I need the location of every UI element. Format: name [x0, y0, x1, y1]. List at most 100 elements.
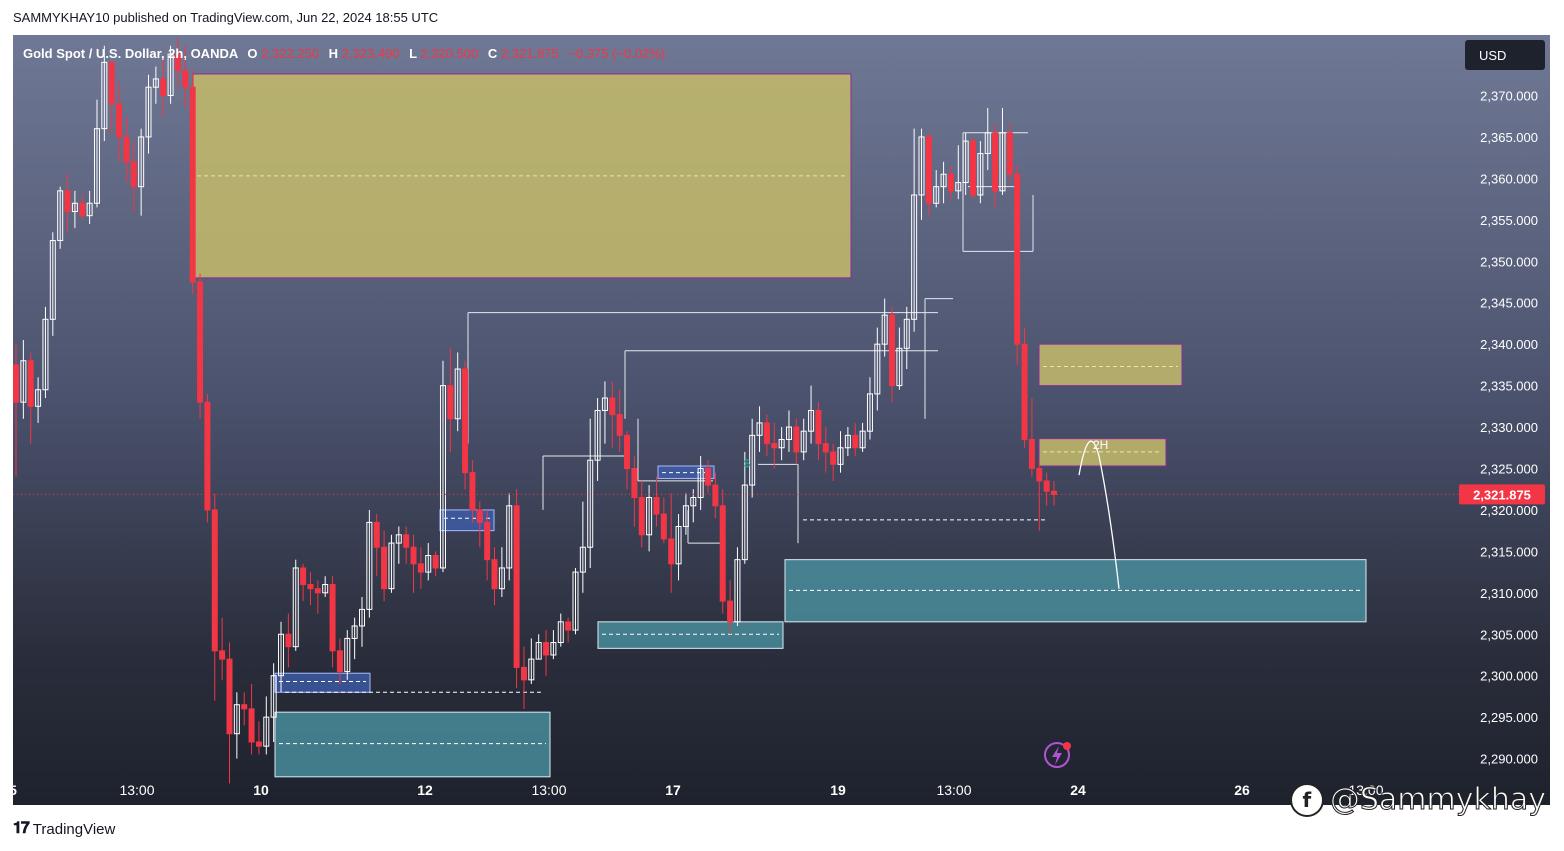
candle-body-5: [49, 240, 56, 320]
last-price-label: 2,321.875: [1473, 487, 1531, 502]
candle-body-7: [64, 190, 71, 213]
chart-panel[interactable]: $ 2,370.000 2,365.000 2,360.000 2,355.000 2,…: [13, 35, 1550, 805]
y-tick-label-10: 2,320.000: [1480, 503, 1538, 518]
y-tick-label-1: 2,365.000: [1480, 130, 1538, 145]
candle-body-8: [71, 202, 78, 213]
candle-body-97: [727, 600, 734, 623]
x-tick-label-4: 13:00: [531, 782, 566, 798]
candle-body-54: [410, 546, 417, 565]
candle-body-95: [712, 484, 719, 507]
candle-body-13: [108, 61, 115, 105]
candle-body-107: [800, 430, 807, 453]
candle-body-98: [734, 559, 741, 623]
publish-header: SAMMYKHAY10 published on TradingView.com…: [13, 10, 439, 25]
legend-close-value: 2,321.875: [501, 46, 559, 61]
candle-body-50: [381, 546, 388, 590]
candle-body-139: [1036, 467, 1043, 482]
candle-body-14: [116, 103, 123, 138]
candle-body-40: [307, 584, 314, 590]
y-tick-label-0: 2,370.000: [1480, 89, 1538, 104]
x-tick-label-7: 13:00: [936, 782, 971, 798]
candle-body-67: [506, 505, 513, 569]
candle-body-91: [682, 505, 689, 528]
candle-body-30: [233, 704, 240, 735]
candle-body-17: [138, 136, 145, 188]
candle-body-73: [550, 642, 557, 656]
candle-body-25: [197, 281, 204, 403]
candle-body-84: [631, 467, 638, 498]
candle-body-138: [1028, 438, 1035, 469]
candles-layer: [13, 37, 1057, 784]
candle-body-94: [705, 467, 711, 486]
candle-body-101: [756, 422, 763, 436]
candle-body-79: [594, 409, 601, 461]
candle-body-27: [211, 509, 218, 652]
legend-change: −0.375 (−0.02%): [568, 46, 665, 61]
candle-body-114: [852, 434, 859, 449]
legend-high-value: 2,323.490: [342, 46, 400, 61]
candle-body-99: [741, 484, 748, 561]
candle-body-105: [785, 426, 792, 440]
candle-body-136: [1014, 173, 1021, 345]
candle-body-121: [903, 318, 910, 349]
candle-body-126: [940, 173, 947, 188]
y-tick-label-4: 2,350.000: [1480, 254, 1538, 269]
candle-body-58: [439, 385, 446, 569]
zone-supply-4: [1038, 343, 1183, 387]
candle-body-106: [793, 426, 800, 453]
candle-body-48: [366, 521, 373, 610]
price-chart[interactable]: $ 2,370.0002,365.0002,360.0002,355.0002,…: [13, 35, 1550, 805]
candle-body-22: [174, 53, 181, 72]
candle-body-28: [219, 650, 226, 660]
zones-layer: [192, 73, 1367, 778]
candle-body-87: [653, 496, 660, 515]
lightning-alert-icon[interactable]: [1044, 742, 1071, 768]
x-tick-label-5: 17: [665, 782, 681, 798]
overlay-layer: $: [13, 440, 1459, 589]
tradingview-logo-icon: 𝟏𝟕: [13, 820, 30, 837]
candle-body-56: [425, 555, 432, 573]
y-tick-label-14: 2,300.000: [1480, 669, 1538, 684]
candle-body-37: [285, 633, 292, 648]
currency-button[interactable]: USD: [1465, 40, 1545, 70]
x-tick-label-10: 13:00: [1348, 782, 1383, 798]
legend-close-label: C: [488, 46, 498, 61]
candle-body-55: [417, 563, 424, 573]
candle-body-26: [204, 401, 211, 511]
candle-body-43: [329, 584, 336, 652]
candle-body-140: [1043, 480, 1050, 492]
x-tick-label-6: 19: [830, 782, 846, 798]
legend-open-label: O: [247, 46, 257, 61]
candle-body-132: [984, 132, 991, 155]
y-tick-label-11: 2,315.000: [1480, 544, 1538, 559]
candle-body-60: [454, 368, 461, 420]
candle-body-120: [896, 347, 903, 387]
candle-body-117: [874, 343, 881, 395]
candle-body-46: [351, 625, 358, 639]
candle-body-72: [543, 642, 550, 656]
candle-body-81: [609, 397, 616, 416]
candle-body-108: [808, 409, 815, 432]
zone-orderblock-6: [274, 672, 371, 693]
candle-body-2: [27, 360, 34, 407]
candle-body-63: [476, 509, 483, 523]
candle-body-93: [697, 467, 704, 498]
candle-body-29: [226, 658, 233, 735]
candle-body-135: [1006, 132, 1013, 175]
x-tick-label-9: 26: [1234, 782, 1250, 798]
candle-body-10: [86, 202, 93, 217]
candle-body-75: [565, 621, 572, 631]
projection-path: [1078, 440, 1120, 589]
y-tick-label-7: 2,335.000: [1480, 379, 1538, 394]
tradingview-logo[interactable]: 𝟏𝟕 TradingView: [13, 820, 115, 838]
candle-body-119: [889, 314, 896, 387]
candle-body-53: [403, 534, 410, 548]
dividend-icon: $: [744, 458, 750, 470]
y-tick-label-9: 2,325.000: [1480, 461, 1538, 476]
candle-body-68: [513, 505, 520, 668]
candle-body-74: [557, 621, 564, 644]
candle-body-18: [145, 86, 152, 138]
candle-body-34: [263, 716, 270, 747]
candle-body-21: [167, 53, 174, 97]
zone-demand-1: [784, 559, 1367, 623]
